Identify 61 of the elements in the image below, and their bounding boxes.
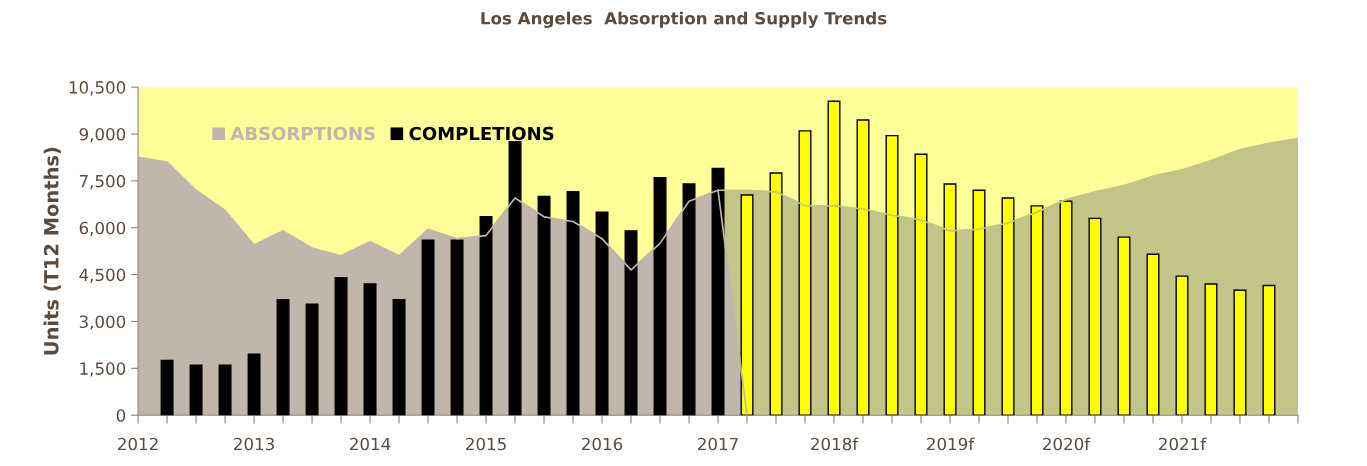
legend-label: ABSORPTIONS xyxy=(230,126,375,141)
bar xyxy=(1059,200,1073,416)
y-tick-label: 3,000 xyxy=(79,315,126,330)
bar xyxy=(798,130,812,416)
bar xyxy=(653,177,667,416)
chart-title: Los Angeles Absorption and Supply Trends xyxy=(481,11,887,28)
y-tick-label: 1,500 xyxy=(80,362,126,377)
bar xyxy=(1030,205,1044,416)
bar xyxy=(160,359,174,416)
y-axis-title: Units (T12 Months) xyxy=(43,147,61,355)
bar xyxy=(1001,197,1015,416)
x-tick-label: 2018f xyxy=(811,437,859,451)
y-tick-label: 6,000 xyxy=(79,221,126,237)
bar xyxy=(1088,217,1102,416)
bar xyxy=(1175,275,1189,416)
y-tick-label: 4,500 xyxy=(79,268,126,283)
x-tick-label: 2013 xyxy=(234,437,274,451)
x-tick-label: 2017 xyxy=(698,437,738,451)
y-tick-label: 7,500 xyxy=(79,174,126,190)
bar xyxy=(914,153,928,416)
bar xyxy=(972,189,986,416)
bar xyxy=(537,195,551,416)
bar xyxy=(508,141,522,416)
bar xyxy=(450,239,464,416)
bar xyxy=(856,119,870,416)
y-tick-label: 10,500 xyxy=(69,81,126,96)
bar xyxy=(334,277,348,416)
bar xyxy=(1146,253,1160,416)
bar xyxy=(595,211,609,416)
bar xyxy=(624,230,638,416)
bar xyxy=(305,303,319,416)
bar xyxy=(247,353,261,416)
x-tick-label: 2021f xyxy=(1159,437,1207,451)
bar xyxy=(1262,284,1276,416)
y-tick-label: 9,000 xyxy=(79,127,126,143)
bar xyxy=(1204,283,1218,416)
bar xyxy=(885,134,899,416)
x-tick-label: 2012 xyxy=(118,437,158,451)
bar xyxy=(1117,236,1131,416)
bar xyxy=(421,239,435,416)
bar xyxy=(392,298,406,416)
bar xyxy=(827,100,841,416)
x-tick-label: 2015 xyxy=(466,437,506,451)
bar xyxy=(276,298,290,416)
bar xyxy=(711,167,725,416)
bar xyxy=(218,364,232,416)
bar xyxy=(943,183,957,416)
legend-label: COMPLETIONS xyxy=(409,126,554,141)
bar xyxy=(189,364,203,416)
bar xyxy=(769,172,783,416)
y-tick-label: 0 xyxy=(116,409,126,422)
bar xyxy=(740,194,754,416)
x-tick-label: 2014 xyxy=(350,437,391,451)
bar xyxy=(682,183,696,416)
x-tick-label: 2016 xyxy=(582,437,623,451)
x-tick-label: 2020f xyxy=(1043,437,1091,451)
bar xyxy=(1233,289,1247,416)
bar xyxy=(479,216,493,416)
bar xyxy=(363,283,377,416)
bar xyxy=(566,191,580,416)
x-tick-label: 2019f xyxy=(927,437,975,451)
